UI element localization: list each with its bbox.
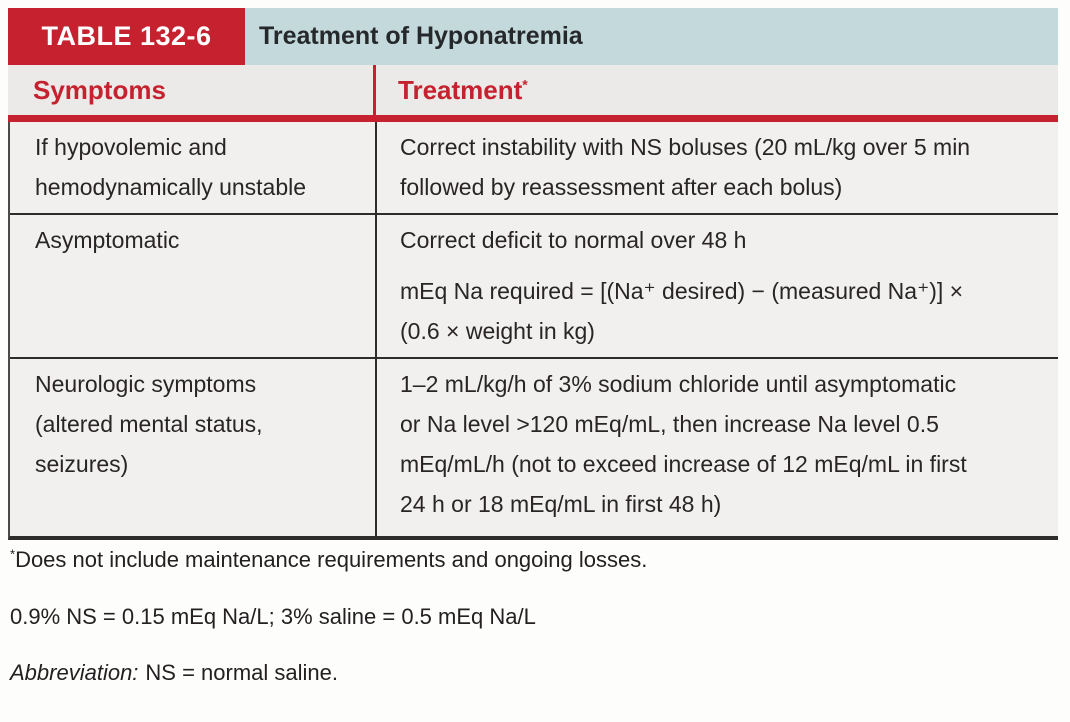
treatment-text: 1–2 mL/kg/h of 3% sodium chloride until …: [400, 371, 957, 397]
footnote-asterisk-mark: *: [10, 546, 16, 562]
treatment-cell: 1–2 mL/kg/h of 3% sodium chloride until …: [375, 359, 1058, 536]
footnote-asterisk-text: Does not include maintenance requirement…: [15, 547, 648, 572]
treatment-text: Correct deficit to normal over 48 h: [400, 227, 747, 253]
footnotes: *Does not include maintenance requiremen…: [10, 546, 1050, 716]
treatment-footnote-mark: *: [522, 75, 528, 92]
treatment-text: 24 h or 18 mEq/mL in first 48 h): [400, 491, 722, 517]
column-header-symptoms: Symptoms: [33, 74, 166, 105]
footnote-equivalence: 0.9% NS = 0.15 mEq Na/L; 3% saline = 0.5…: [10, 603, 536, 629]
table-row-asymptomatic: Asymptomatic Correct deficit to normal o…: [10, 213, 1058, 357]
symptom-text: Asymptomatic: [35, 227, 180, 253]
table-title: Treatment of Hyponatremia: [245, 8, 1058, 65]
table-body: If hypovolemic and hemodynamically unsta…: [8, 122, 1058, 540]
treatment-paragraph: 1–2 mL/kg/h of 3% sodium chloride until …: [400, 364, 1044, 524]
treatment-cell: Correct deficit to normal over 48 h mEq …: [375, 215, 1058, 357]
table-row-hypovolemic: If hypovolemic and hemodynamically unsta…: [10, 122, 1058, 213]
treatment-paragraph: Correct deficit to normal over 48 h: [400, 220, 1044, 260]
column-header-treatment: Treatment*: [373, 75, 1058, 106]
symptom-text: hemodynamically unstable: [35, 174, 307, 200]
abbreviation-label: Abbreviation:: [10, 660, 139, 686]
formula-text: mEq Na required = [(Na⁺ desired) − (meas…: [400, 278, 964, 304]
table-row-neurologic: Neurologic symptoms (altered mental stat…: [10, 357, 1058, 536]
treatment-formula: mEq Na required = [(Na⁺ desired) − (meas…: [400, 271, 1044, 351]
symptom-text: seizures): [35, 451, 129, 477]
abbreviation-text: NS = normal saline.: [145, 660, 339, 686]
table-header: TABLE 132-6 Treatment of Hyponatremia: [8, 8, 1058, 65]
symptom-text: (altered mental status,: [35, 411, 263, 437]
footnote-asterisk: *Does not include maintenance requiremen…: [10, 546, 1050, 575]
treatment-paragraph: Correct instability with NS boluses (20 …: [400, 127, 1044, 207]
symptom-text: If hypovolemic and: [35, 134, 227, 160]
treatment-text: or Na level >120 mEq/mL, then increase N…: [400, 411, 939, 437]
treatment-cell: Correct instability with NS boluses (20 …: [375, 122, 1058, 213]
symptom-cell: If hypovolemic and hemodynamically unsta…: [10, 122, 375, 213]
table-number-badge: TABLE 132-6: [8, 8, 245, 65]
treatment-text: mEq/mL/h (not to exceed increase of 12 m…: [400, 451, 967, 477]
column-header-row: Symptoms Treatment*: [8, 65, 1058, 122]
symptom-cell: Neurologic symptoms (altered mental stat…: [10, 359, 375, 536]
treatment-table: TABLE 132-6 Treatment of Hyponatremia Sy…: [8, 8, 1058, 540]
column-header-treatment-label: Treatment: [398, 74, 523, 105]
treatment-text: followed by reassessment after each bolu…: [400, 174, 843, 200]
formula-text: (0.6 × weight in kg): [400, 318, 595, 344]
symptom-cell: Asymptomatic: [10, 215, 375, 357]
treatment-text: Correct instability with NS boluses (20 …: [400, 134, 971, 160]
symptom-text: Neurologic symptoms: [35, 371, 257, 397]
footnote-abbreviation: Abbreviation: NS = normal saline.: [10, 659, 1050, 688]
